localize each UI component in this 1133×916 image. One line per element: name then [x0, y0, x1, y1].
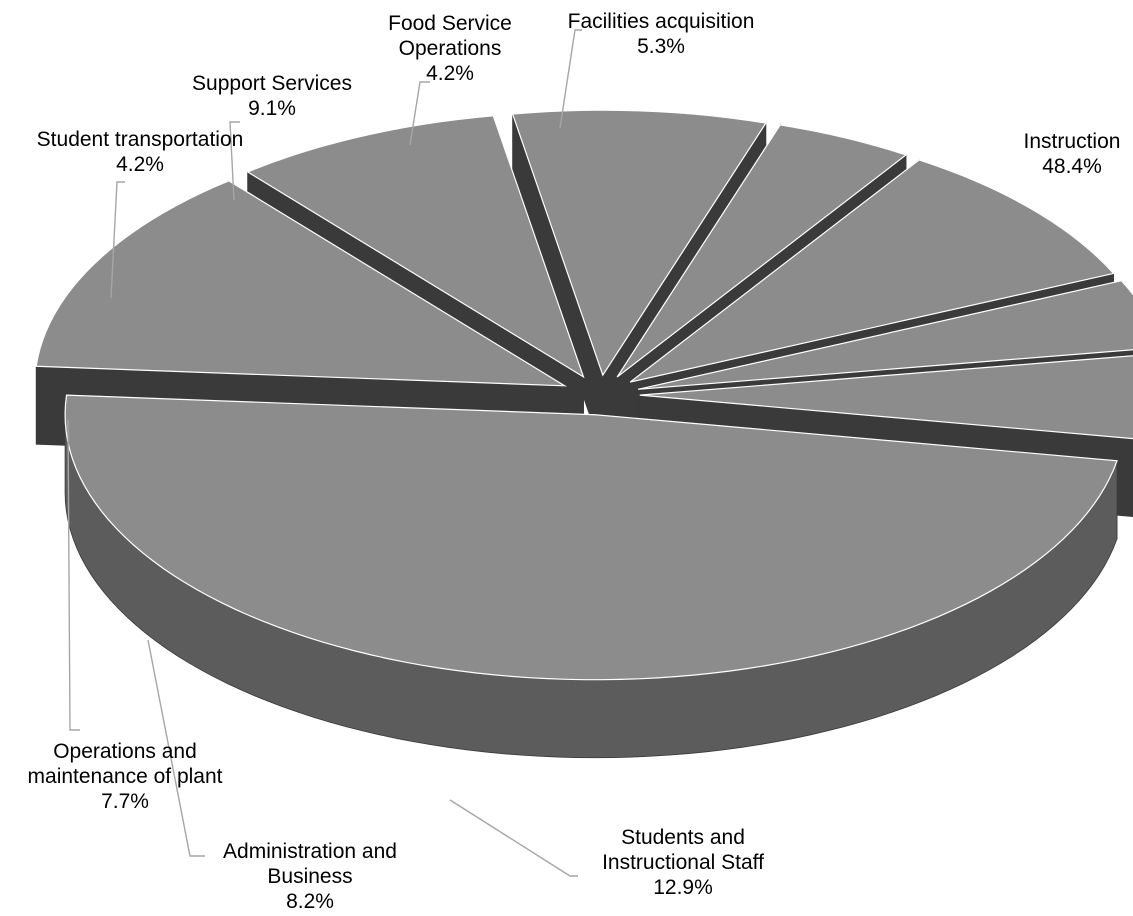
slice-value-label: 7.7% — [101, 790, 149, 813]
slice-category-label: Student transportation — [37, 128, 244, 151]
slice-label: Support Services 9.1% — [192, 72, 352, 120]
slice-top — [64, 394, 1118, 681]
slice-label: Student transportation 4.2% — [37, 128, 244, 176]
slice-top — [616, 124, 908, 378]
slice-value-label: 4.2% — [426, 62, 474, 85]
slice-top — [637, 280, 1133, 390]
slice-top — [511, 109, 767, 377]
slice-value-label: 9.1% — [248, 97, 296, 120]
slice-category-label: Instructional Staff — [602, 851, 764, 874]
slice-category-label: Food Service — [388, 12, 512, 35]
slice-category-label: Instruction — [1024, 130, 1121, 153]
leader-line — [110, 181, 125, 299]
slice-top — [639, 355, 1133, 440]
slice-category-label: Administration and — [223, 840, 397, 863]
slice-category-label: Operations — [399, 37, 502, 60]
leader-line — [559, 29, 582, 129]
slice-label: Food Service Operations 4.2% — [388, 12, 512, 85]
slice-category-label: Students and — [621, 826, 745, 849]
leader-line — [67, 419, 80, 731]
slice-label: Facilities acquisition 5.3% — [568, 10, 755, 58]
slice-value-label: 8.2% — [286, 890, 334, 913]
slice-value-label: 5.3% — [637, 35, 685, 58]
pie-slice — [64, 394, 1118, 759]
leader-line — [449, 799, 578, 877]
slice-top — [629, 159, 1115, 383]
slice-top — [35, 180, 568, 387]
leader-line — [229, 121, 240, 201]
slice-label: Administration and Business 8.2% — [223, 840, 397, 913]
slice-value-label: 12.9% — [653, 876, 713, 899]
slice-label: Instruction 48.4% — [1024, 130, 1121, 178]
slices-layer — [35, 109, 1133, 759]
slice-category-label: Support Services — [192, 72, 352, 95]
slice-category-label: Operations and — [53, 740, 197, 763]
slice-category-label: Facilities acquisition — [568, 10, 755, 33]
leader-line — [409, 81, 430, 146]
slice-category-label: maintenance of plant — [28, 765, 223, 788]
slice-top — [246, 115, 585, 379]
slice-labels: Instruction 48.4% Students and Instructiona… — [28, 10, 1121, 913]
slice-label: Operations and maintenance of plant 7.7% — [28, 740, 223, 813]
slice-value-label: 4.2% — [116, 153, 164, 176]
slice-category-label: Business — [267, 865, 352, 888]
leader-lines — [67, 29, 582, 877]
leader-line — [147, 639, 205, 857]
slice-value-label: 48.4% — [1042, 155, 1102, 178]
slice-label: Students and Instructional Staff 12.9% — [602, 826, 764, 899]
